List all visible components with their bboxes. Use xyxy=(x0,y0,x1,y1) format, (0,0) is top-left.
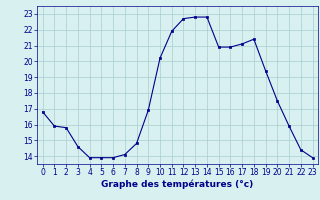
X-axis label: Graphe des températures (°c): Graphe des températures (°c) xyxy=(101,180,254,189)
